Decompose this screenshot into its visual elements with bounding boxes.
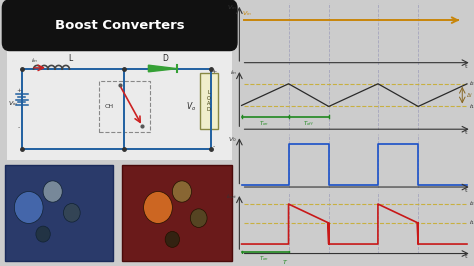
Text: $i_{in}$: $i_{in}$: [230, 68, 237, 77]
Text: +: +: [211, 69, 217, 74]
Circle shape: [144, 192, 173, 223]
Circle shape: [190, 209, 207, 227]
Text: -: -: [213, 144, 215, 149]
FancyBboxPatch shape: [5, 165, 112, 261]
Circle shape: [43, 181, 62, 202]
Text: Boost Converters: Boost Converters: [55, 19, 184, 32]
Text: t: t: [465, 254, 467, 259]
Text: t: t: [465, 130, 467, 135]
Text: $\Delta i$: $\Delta i$: [466, 91, 473, 99]
FancyBboxPatch shape: [7, 48, 232, 160]
Text: t: t: [465, 188, 467, 193]
Text: CH: CH: [104, 104, 113, 109]
Text: $V_o$: $V_o$: [186, 100, 197, 113]
Text: $i_{in}$: $i_{in}$: [31, 56, 38, 65]
Text: $T_{off}$: $T_{off}$: [303, 119, 314, 128]
Circle shape: [14, 192, 43, 223]
Text: +: +: [16, 88, 21, 93]
Polygon shape: [148, 65, 177, 72]
Circle shape: [64, 203, 80, 222]
Text: $i_2$: $i_2$: [469, 79, 474, 88]
Text: $T_{on}$: $T_{on}$: [259, 119, 269, 128]
Text: $V_0$: $V_0$: [228, 135, 237, 144]
Text: $V_{in}$: $V_{in}$: [227, 3, 237, 12]
Circle shape: [36, 226, 50, 242]
Text: $i_1$: $i_1$: [469, 219, 474, 227]
FancyBboxPatch shape: [200, 73, 218, 129]
FancyBboxPatch shape: [2, 0, 237, 51]
Text: $V_{in}$: $V_{in}$: [242, 9, 252, 18]
Text: $T$: $T$: [282, 258, 288, 266]
Text: $i_2$: $i_2$: [469, 200, 474, 209]
Text: $i_1$: $i_1$: [469, 102, 474, 111]
Circle shape: [165, 231, 180, 247]
Text: L
O
A
D: L O A D: [207, 90, 211, 112]
FancyBboxPatch shape: [122, 165, 232, 261]
Text: D: D: [162, 53, 168, 63]
Text: $i_{out}$: $i_{out}$: [226, 192, 237, 201]
Text: L: L: [68, 53, 73, 63]
Circle shape: [173, 181, 191, 202]
Text: $T_{on}$: $T_{on}$: [259, 254, 269, 263]
Text: $V_{in}$: $V_{in}$: [9, 99, 18, 108]
Text: -: -: [18, 125, 20, 130]
Text: t: t: [465, 64, 467, 69]
